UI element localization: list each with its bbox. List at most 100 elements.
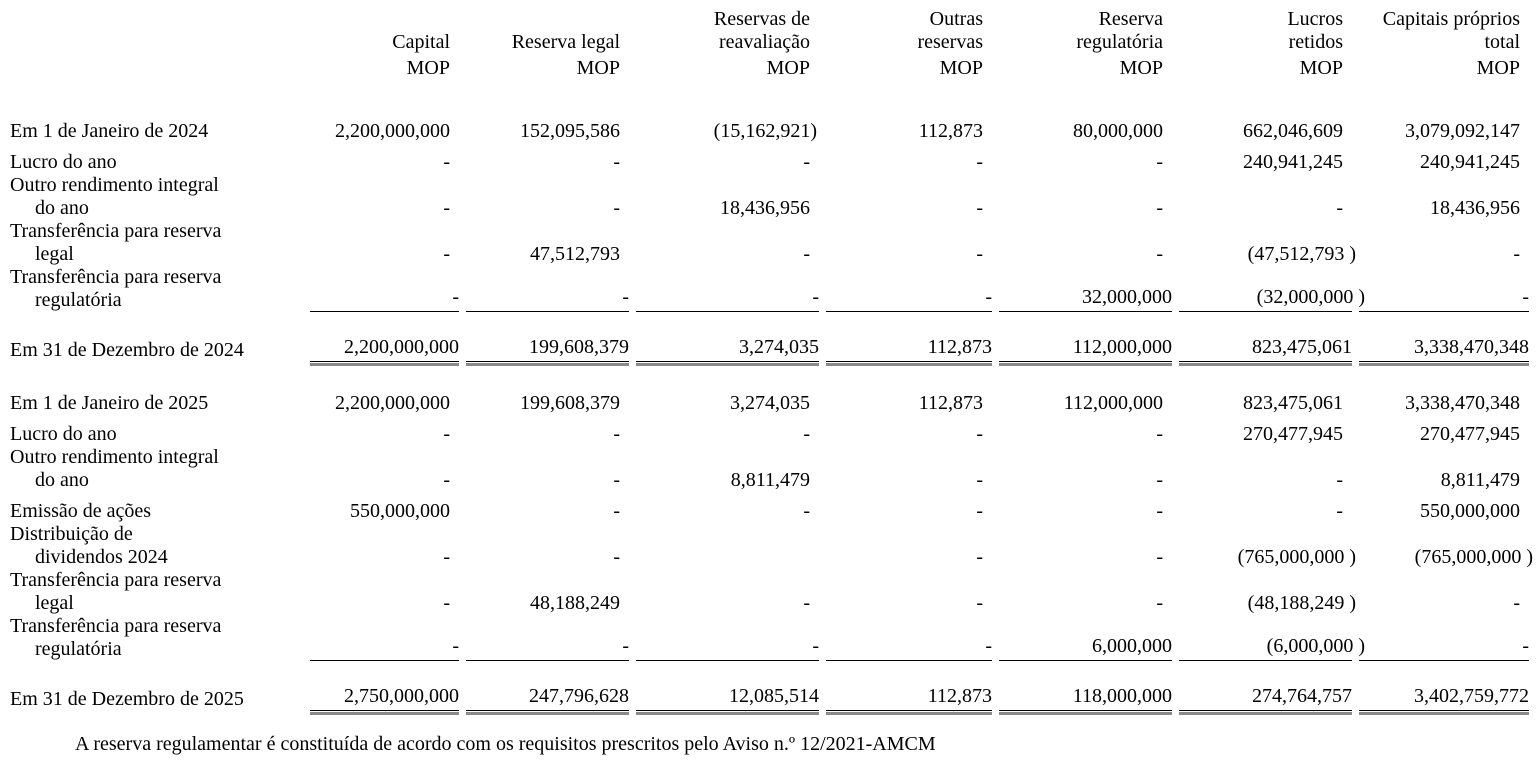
value-text: - — [452, 286, 459, 308]
value-cell: - — [995, 220, 1175, 266]
value-text: - — [1156, 243, 1163, 265]
value-text: 199,608,379 — [529, 336, 629, 358]
value-cell: 3,338,470,348 — [1355, 362, 1532, 415]
value-cell: (32,000,000 ) — [1175, 266, 1365, 312]
value-cell: 2,750,000,000 — [306, 661, 462, 715]
value-text: 18,436,956 — [720, 197, 810, 219]
value-cell: 240,941,245 — [1175, 143, 1355, 174]
value-cell: - — [462, 415, 632, 446]
value-text: 3,079,092,147 — [1405, 120, 1520, 142]
table-row: Em 1 de Janeiro de 2025 2,200,000,000 199,… — [10, 362, 1532, 415]
column-title: Lucros retidos — [1287, 8, 1343, 53]
value-text: 112,873 — [927, 685, 992, 707]
value-text: 823,475,061 — [1252, 336, 1352, 358]
value-cell: - — [822, 220, 995, 266]
value-text: 274,764,757 — [1252, 685, 1352, 707]
column-unit: MOP — [576, 57, 620, 79]
value-cell: 47,512,793 — [462, 220, 632, 266]
value-cell: 3,402,759,772 — [1355, 661, 1532, 715]
value-cell: - — [462, 143, 632, 174]
value-text: - — [622, 635, 629, 657]
value-cell: 2,200,000,000 — [306, 362, 462, 415]
value-text: - — [1156, 546, 1163, 568]
value-cell: - — [632, 266, 822, 312]
value-text: - — [622, 286, 629, 308]
value-text: 12,085,514 — [729, 685, 819, 707]
value-text: (47,512,793 ) — [1247, 243, 1356, 265]
value-text: 112,000,000 — [1063, 392, 1163, 414]
value-text: - — [803, 592, 810, 614]
value-text: - — [985, 286, 992, 308]
value-cell: - — [1355, 615, 1532, 661]
value-text: - — [976, 151, 983, 173]
value-cell: 823,475,061 — [1175, 312, 1355, 366]
value-text: 199,608,379 — [520, 392, 620, 414]
value-text: 550,000,000 — [1420, 500, 1520, 522]
value-cell: 112,000,000 — [995, 362, 1175, 415]
column-unit: MOP — [1476, 57, 1520, 79]
value-text: - — [976, 243, 983, 265]
value-text: 118,000,000 — [1072, 685, 1172, 707]
value-text: 3,338,470,348 — [1405, 392, 1520, 414]
value-cell: - — [822, 266, 995, 312]
value-cell — [632, 523, 822, 569]
value-text: - — [1522, 286, 1529, 308]
value-cell: 2,200,000,000 — [306, 80, 462, 143]
value-text: - — [803, 423, 810, 445]
value-text: (765,000,000 ) — [1237, 546, 1356, 568]
value-text: (765,000,000 ) — [1414, 546, 1533, 568]
value-cell: 152,095,586 — [462, 80, 632, 143]
column-title: Capitais próprios total — [1382, 8, 1520, 53]
value-text: 2,200,000,000 — [344, 336, 459, 358]
row-label: Transferência para reserva legal — [10, 569, 222, 614]
column-header-capitais-proprios-total: Capitais próprios total MOP — [1355, 8, 1532, 80]
value-text: (15,162,921) — [713, 120, 817, 142]
value-text: 8,811,479 — [1440, 469, 1520, 491]
value-text: - — [443, 151, 450, 173]
column-title: Capital — [392, 31, 450, 53]
value-text: - — [443, 469, 450, 491]
value-cell: - — [632, 492, 822, 523]
value-text: 48,188,249 — [530, 592, 620, 614]
value-text: - — [976, 423, 983, 445]
value-text: 112,000,000 — [1072, 336, 1172, 358]
value-text: - — [613, 546, 620, 568]
value-cell: - — [306, 266, 462, 312]
value-text: - — [452, 635, 459, 657]
value-text: - — [1156, 197, 1163, 219]
value-cell: - — [822, 174, 995, 220]
value-cell: 112,873 — [822, 661, 995, 715]
value-text: 152,095,586 — [520, 120, 620, 142]
row-label: Transferência para reserva legal — [10, 220, 222, 265]
value-text: - — [1336, 469, 1343, 491]
value-cell: - — [822, 446, 995, 492]
value-text: - — [812, 286, 819, 308]
value-cell: 270,477,945 — [1355, 415, 1532, 446]
value-text: 2,200,000,000 — [335, 120, 450, 142]
value-cell: - — [462, 446, 632, 492]
row-label: Transferência para reserva regulatória — [10, 615, 222, 660]
column-header-reservas-reavaliacao: Reservas de reavaliação MOP — [632, 8, 822, 80]
row-label: Emissão de ações — [10, 500, 152, 522]
value-cell: (47,512,793 ) — [1175, 220, 1356, 266]
value-text: 3,338,470,348 — [1414, 336, 1529, 358]
value-cell: - — [822, 523, 995, 569]
value-text: - — [1156, 500, 1163, 522]
column-header-reserva-legal: Reserva legal MOP — [462, 8, 632, 80]
row-label: Distribuição de dividendos 2024 — [10, 523, 168, 568]
value-cell: 3,274,035 — [632, 312, 822, 366]
value-cell: - — [462, 523, 632, 569]
column-unit: MOP — [1119, 57, 1163, 79]
value-cell: 18,436,956 — [1355, 174, 1532, 220]
value-text: 112,873 — [927, 336, 992, 358]
value-text: - — [613, 423, 620, 445]
value-text: 32,000,000 — [1082, 286, 1172, 308]
value-cell: - — [1175, 492, 1355, 523]
table-row: Lucro do ano - - - - - 240,941,245 240,941,245 — [10, 143, 1532, 174]
row-label: Lucro do ano — [10, 423, 117, 445]
value-text: 80,000,000 — [1073, 120, 1163, 142]
table-header-row: Capital MOP Reserva legal MOP Reservas d… — [10, 8, 1532, 80]
value-cell: (765,000,000 ) — [1355, 523, 1533, 569]
value-text: - — [976, 592, 983, 614]
value-cell: (48,188,249 ) — [1175, 569, 1356, 615]
